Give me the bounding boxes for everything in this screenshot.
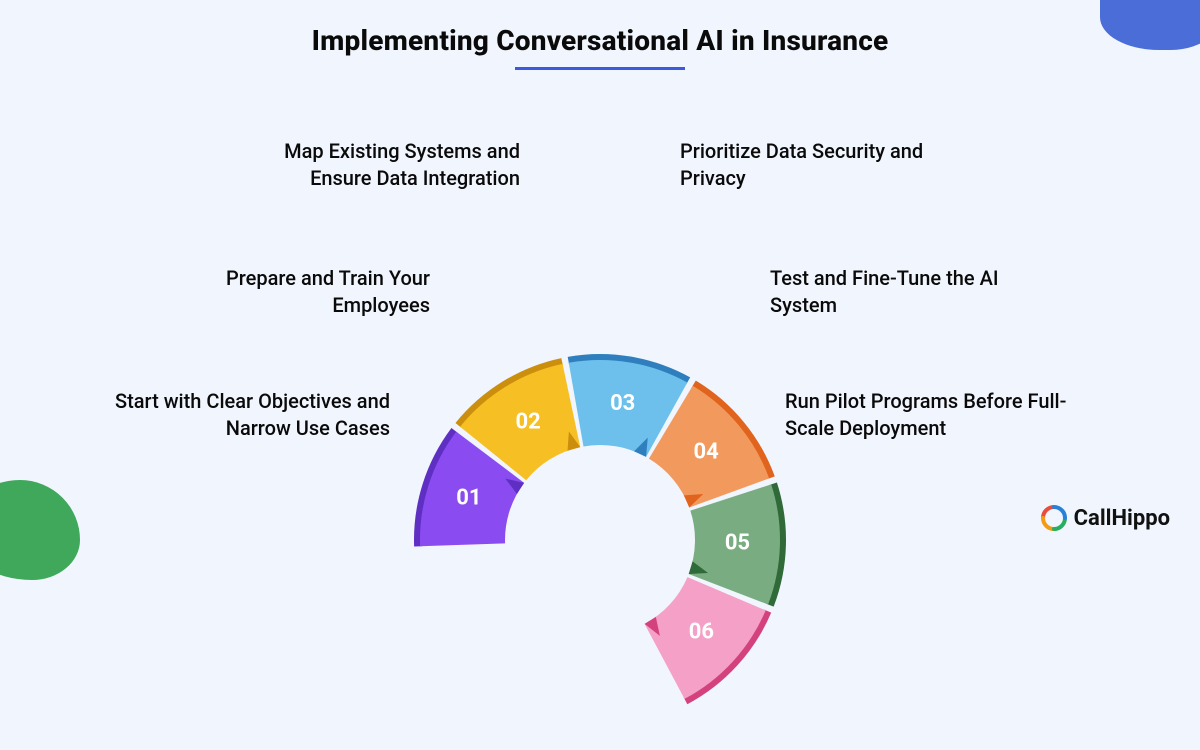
brand-name: CallHippo <box>1074 506 1170 531</box>
segment-number-01: 01 <box>456 485 481 510</box>
step-label-04: Prioritize Data Security and Privacy <box>680 138 980 192</box>
segment-number-06: 06 <box>689 620 714 645</box>
step-label-02: Prepare and Train Your Employees <box>130 265 430 319</box>
semi-donut-chart: 01 02 03 04 05 06 <box>390 330 810 750</box>
step-label-05: Test and Fine-Tune the AI System <box>770 265 1070 319</box>
step-label-03: Map Existing Systems and Ensure Data Int… <box>220 138 520 192</box>
page-title: Implementing Conversational AI in Insura… <box>0 24 1200 57</box>
step-label-06: Run Pilot Programs Before Full-Scale Dep… <box>785 388 1085 442</box>
title-block: Implementing Conversational AI in Insura… <box>0 0 1200 70</box>
title-underline <box>515 67 685 70</box>
segment-number-04: 04 <box>693 439 719 464</box>
segment-number-03: 03 <box>610 391 635 416</box>
segment-number-05: 05 <box>725 530 750 555</box>
decor-corner-bottom-left <box>0 480 80 580</box>
brand-logo: CallHippo <box>1040 504 1170 532</box>
segment-number-02: 02 <box>516 410 541 435</box>
callhippo-icon <box>1040 504 1068 532</box>
step-label-01: Start with Clear Objectives and Narrow U… <box>90 388 390 442</box>
donut-svg: 01 02 03 04 05 06 <box>390 330 810 750</box>
